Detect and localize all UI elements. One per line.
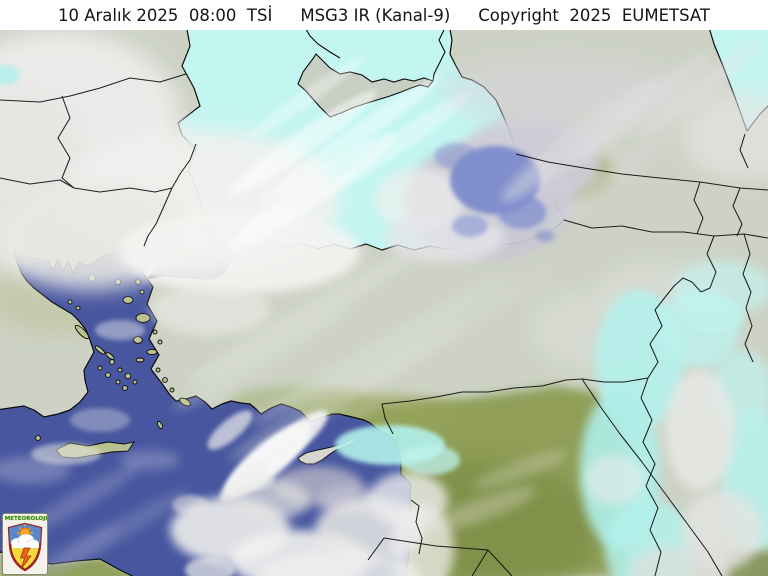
meteoroloji-shield-icon [7, 522, 43, 572]
title-product: MSG3 IR (Kanal-9) [300, 5, 451, 25]
satellite-map-graphic [0, 30, 768, 576]
title-bar: 10 Aralık 2025 08:00 TSİ MSG3 IR (Kanal-… [0, 0, 768, 30]
meteoroloji-logo-text: METEOROLOJI [4, 515, 48, 522]
title-copyright: Copyright 2025 EUMETSAT [478, 5, 710, 25]
country-borders [0, 73, 768, 576]
title-datetime: 10 Aralık 2025 08:00 TSİ [58, 5, 273, 25]
satellite-map: METEOROLOJI [0, 30, 768, 576]
meteoroloji-logo: METEOROLOJI [2, 513, 48, 575]
cloud-layer [0, 30, 768, 576]
